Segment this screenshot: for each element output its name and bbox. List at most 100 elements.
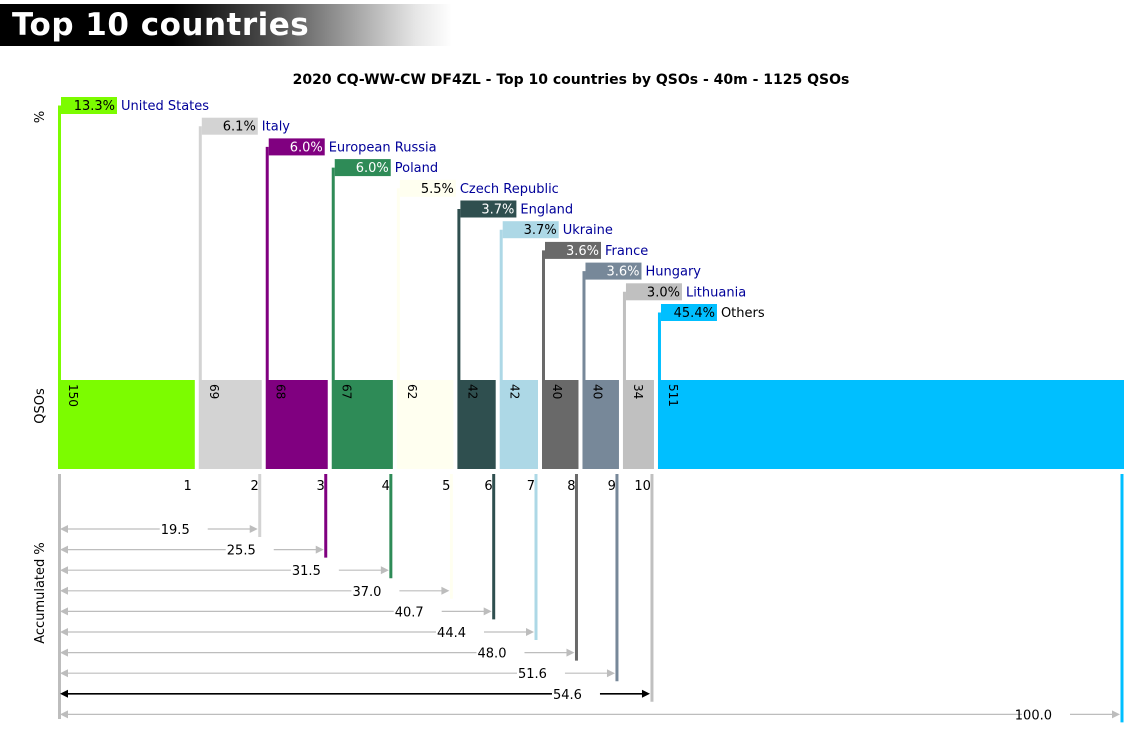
country-label: Ukraine bbox=[563, 223, 613, 238]
y-axis-label-qsos: QSOs bbox=[33, 388, 48, 424]
percent-box bbox=[334, 159, 391, 177]
qso-value-label: 69 bbox=[207, 384, 221, 399]
qso-value-label: 511 bbox=[666, 384, 680, 407]
accumulated-arrowhead-left bbox=[60, 586, 68, 595]
accumulated-label: 44.4 bbox=[437, 626, 466, 641]
percent-label: 3.6% bbox=[566, 244, 599, 259]
accumulated-arrowhead-right bbox=[380, 566, 389, 575]
rank-label: 5 bbox=[442, 479, 450, 494]
percent-label: 3.0% bbox=[647, 285, 680, 300]
accumulated-arrowhead-left bbox=[60, 648, 68, 657]
accumulated-arrowhead-left bbox=[60, 545, 68, 554]
rank-label: 8 bbox=[567, 479, 575, 494]
y-axis-label-accumulated: Accumulated % bbox=[33, 542, 48, 644]
country-label: Italy bbox=[262, 120, 291, 135]
y-axis-label-percent: % bbox=[33, 111, 48, 123]
accumulated-arrowhead-right bbox=[1112, 710, 1120, 719]
accumulated-label: 51.6 bbox=[518, 667, 547, 682]
percent-box bbox=[201, 117, 258, 135]
accumulated-arrowhead-right bbox=[249, 525, 258, 533]
chart-title: 2020 CQ-WW-CW DF4ZL - Top 10 countries b… bbox=[293, 72, 850, 88]
rank-label: 4 bbox=[382, 479, 390, 494]
accumulated-arrowhead-right bbox=[566, 648, 575, 657]
qso-bar bbox=[542, 380, 579, 469]
percent-label: 3.6% bbox=[606, 265, 639, 280]
accumulated-arrowhead-right bbox=[641, 689, 650, 698]
percent-box bbox=[625, 283, 682, 301]
accumulated-arrowhead-left bbox=[60, 689, 68, 698]
country-label: Poland bbox=[395, 161, 438, 176]
page-title: Top 10 countries bbox=[12, 7, 310, 43]
accumulated-arrowhead-left bbox=[60, 607, 68, 616]
qso-value-label: 150 bbox=[66, 384, 80, 407]
qso-bar bbox=[582, 380, 619, 469]
country-label: Others bbox=[721, 306, 765, 321]
percent-label: 6.0% bbox=[356, 161, 389, 176]
accumulated-arrowhead-left bbox=[60, 525, 68, 533]
accumulated-arrowhead-right bbox=[483, 607, 492, 616]
percent-label: 6.0% bbox=[290, 140, 323, 155]
qso-bar bbox=[657, 380, 1124, 469]
percent-box bbox=[502, 221, 559, 239]
rank-label: 10 bbox=[634, 479, 651, 494]
country-label: France bbox=[605, 244, 648, 259]
accumulated-label: 37.0 bbox=[352, 585, 381, 600]
rank-label: 9 bbox=[608, 479, 616, 494]
percent-label: 5.5% bbox=[421, 182, 454, 197]
qso-bar bbox=[499, 380, 538, 469]
header-banner: Top 10 countries bbox=[0, 4, 452, 46]
percent-box bbox=[660, 304, 717, 321]
percent-box bbox=[61, 97, 117, 114]
accumulated-arrowhead-right bbox=[441, 586, 450, 595]
accumulated-arrowhead-left bbox=[60, 566, 68, 575]
rank-label: 2 bbox=[250, 479, 258, 494]
qso-value-label: 42 bbox=[465, 384, 479, 399]
accumulated-arrowhead-right bbox=[526, 628, 534, 636]
country-label: European Russia bbox=[329, 140, 437, 155]
qso-bar bbox=[58, 380, 195, 469]
country-label: Lithuania bbox=[686, 285, 746, 300]
accumulated-label: 48.0 bbox=[478, 647, 507, 662]
accumulated-label: 40.7 bbox=[395, 605, 424, 620]
qso-bar bbox=[457, 380, 496, 469]
accumulated-label: 54.6 bbox=[553, 688, 582, 703]
accumulated-arrowhead-left bbox=[60, 710, 68, 719]
qso-bar bbox=[622, 380, 654, 469]
qso-value-label: 40 bbox=[590, 384, 604, 399]
percent-label: 3.7% bbox=[524, 223, 557, 238]
accumulated-label: 25.5 bbox=[227, 544, 256, 559]
rank-label: 7 bbox=[527, 479, 535, 494]
percent-box bbox=[460, 200, 517, 218]
percent-label: 6.1% bbox=[223, 120, 256, 135]
rank-label: 1 bbox=[184, 479, 192, 494]
qso-bar bbox=[198, 380, 262, 469]
qso-bar bbox=[331, 380, 393, 469]
country-label: England bbox=[520, 203, 573, 218]
percent-label: 45.4% bbox=[674, 306, 715, 321]
accumulated-label: 100.0 bbox=[1015, 708, 1052, 723]
qso-value-label: 40 bbox=[550, 384, 564, 399]
qso-value-label: 68 bbox=[274, 384, 288, 399]
qso-bar bbox=[265, 380, 328, 469]
country-label: Czech Republic bbox=[460, 182, 559, 197]
percent-box bbox=[399, 179, 456, 197]
qso-value-label: 67 bbox=[340, 384, 354, 399]
accumulated-arrowhead-left bbox=[60, 628, 68, 636]
qso-value-label: 34 bbox=[631, 384, 645, 399]
rank-label: 3 bbox=[316, 479, 324, 494]
percent-box bbox=[545, 241, 601, 259]
country-label: Hungary bbox=[645, 265, 701, 280]
percent-label: 13.3% bbox=[74, 99, 115, 114]
percent-box bbox=[268, 138, 325, 156]
accumulated-arrowhead-right bbox=[315, 545, 324, 554]
rank-label: 6 bbox=[484, 479, 492, 494]
accumulated-label: 19.5 bbox=[161, 523, 190, 538]
qso-value-label: 62 bbox=[405, 384, 419, 399]
qso-bar bbox=[396, 380, 454, 469]
percent-box bbox=[585, 262, 642, 280]
qso-value-label: 42 bbox=[508, 384, 522, 399]
country-label: United States bbox=[121, 99, 209, 114]
accumulated-arrowhead-right bbox=[606, 669, 615, 678]
percent-label: 3.7% bbox=[481, 203, 514, 218]
